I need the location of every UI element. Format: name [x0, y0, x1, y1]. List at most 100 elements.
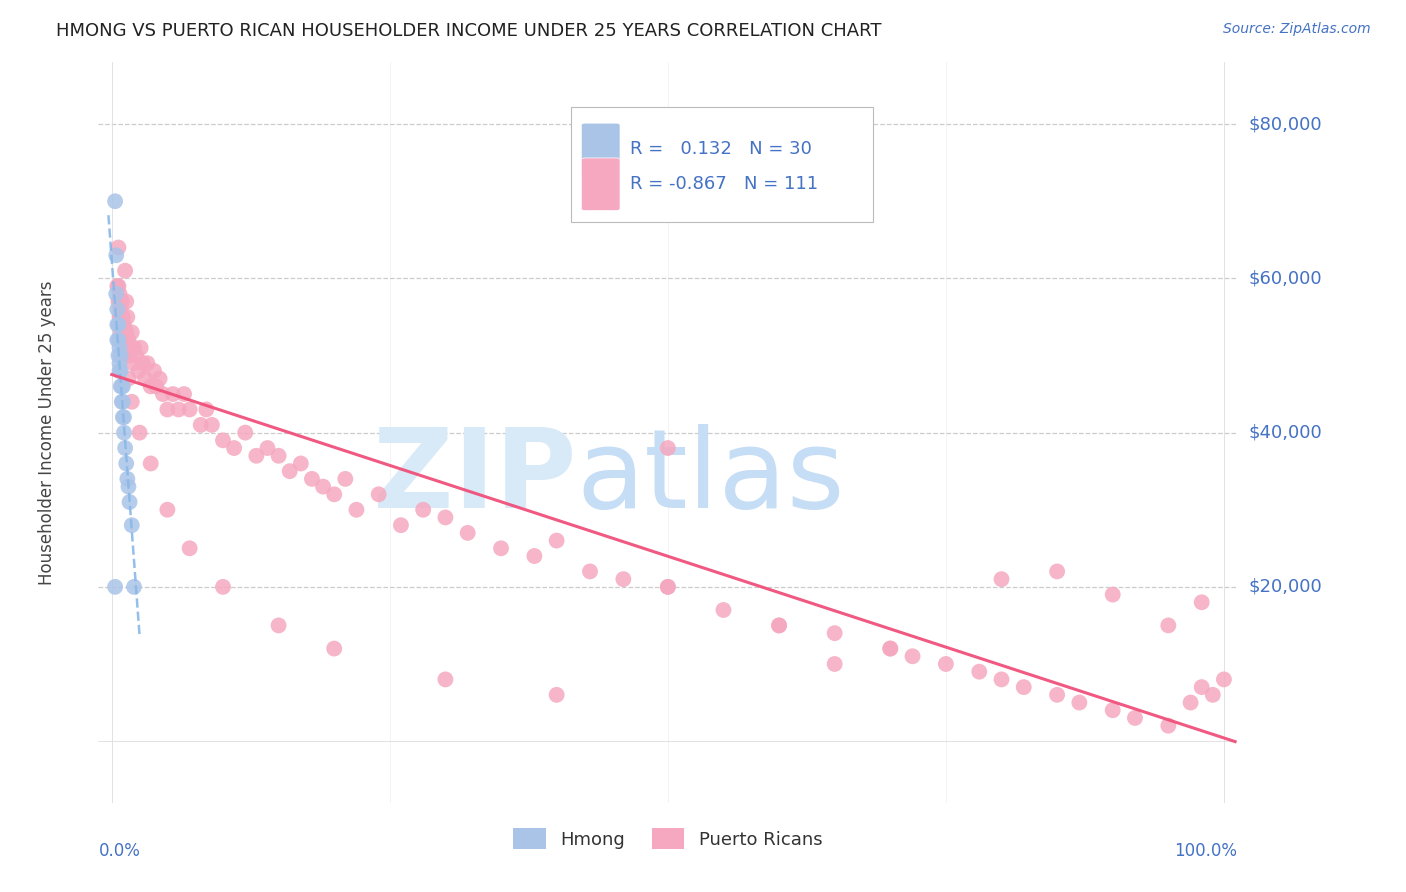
Point: [114, 263, 136, 277]
Point: [713, 603, 735, 617]
Point: [105, 248, 128, 262]
Point: [122, 356, 145, 370]
Point: [107, 349, 129, 363]
Point: [162, 387, 184, 401]
Text: HMONG VS PUERTO RICAN HOUSEHOLDER INCOME UNDER 25 YEARS CORRELATION CHART: HMONG VS PUERTO RICAN HOUSEHOLDER INCOME…: [56, 22, 882, 40]
Point: [107, 318, 129, 332]
Point: [267, 618, 290, 632]
Point: [245, 449, 267, 463]
Point: [657, 580, 679, 594]
Point: [108, 341, 131, 355]
Point: [110, 364, 132, 378]
Point: [122, 580, 145, 594]
Point: [434, 510, 457, 524]
Text: $60,000: $60,000: [1249, 269, 1322, 287]
Point: [152, 387, 174, 401]
Point: [233, 425, 256, 440]
Point: [121, 326, 143, 340]
Point: [108, 310, 131, 324]
Point: [523, 549, 546, 563]
Point: [768, 618, 790, 632]
Point: [224, 441, 246, 455]
Point: [149, 371, 172, 385]
Point: [256, 441, 278, 455]
Point: [824, 626, 846, 640]
Point: [489, 541, 512, 556]
Point: [1157, 618, 1180, 632]
Point: [901, 649, 924, 664]
Point: [201, 417, 224, 432]
Point: [117, 472, 139, 486]
Point: [990, 673, 1012, 687]
Point: [132, 356, 155, 370]
Point: [111, 379, 134, 393]
Point: [117, 480, 139, 494]
Point: [112, 341, 135, 355]
Point: [1046, 565, 1069, 579]
Point: [1046, 688, 1069, 702]
FancyBboxPatch shape: [581, 158, 620, 211]
Point: [824, 657, 846, 671]
Point: [111, 318, 134, 332]
Point: [1101, 588, 1123, 602]
Point: [110, 310, 132, 324]
Text: $80,000: $80,000: [1249, 115, 1322, 133]
Point: [111, 394, 134, 409]
Point: [117, 333, 139, 347]
Point: [111, 318, 134, 332]
Text: ZIP: ZIP: [374, 424, 576, 531]
Point: [105, 286, 128, 301]
Point: [112, 410, 135, 425]
Point: [108, 294, 131, 309]
Point: [105, 318, 128, 332]
Point: [990, 572, 1012, 586]
Point: [546, 533, 568, 548]
Point: [323, 487, 346, 501]
Text: 100.0%: 100.0%: [1174, 842, 1237, 860]
Point: [117, 310, 139, 324]
Point: [121, 394, 143, 409]
Point: [434, 673, 457, 687]
Point: [111, 410, 134, 425]
Point: [120, 341, 142, 355]
Point: [312, 480, 335, 494]
Point: [114, 441, 136, 455]
Text: atlas: atlas: [576, 424, 845, 531]
Point: [122, 341, 145, 355]
Point: [612, 572, 634, 586]
Point: [110, 302, 132, 317]
Point: [1123, 711, 1146, 725]
Point: [139, 379, 162, 393]
Point: [104, 580, 127, 594]
Text: R = -0.867   N = 111: R = -0.867 N = 111: [630, 175, 818, 194]
Point: [412, 502, 434, 516]
Point: [346, 502, 368, 516]
Point: [879, 641, 901, 656]
Point: [657, 441, 679, 455]
Point: [1180, 696, 1202, 710]
Point: [112, 318, 135, 332]
Point: [111, 294, 134, 309]
Point: [167, 402, 190, 417]
Point: [108, 364, 131, 378]
Point: [579, 565, 602, 579]
Point: [110, 379, 132, 393]
Point: [301, 472, 323, 486]
Point: [323, 641, 346, 656]
Point: [115, 326, 138, 340]
Point: [173, 387, 195, 401]
FancyBboxPatch shape: [581, 123, 620, 176]
Point: [212, 434, 235, 448]
Point: [121, 518, 143, 533]
Point: [156, 402, 179, 417]
Point: [143, 364, 166, 378]
Point: [105, 302, 128, 317]
Point: [129, 341, 152, 355]
Text: Householder Income Under 25 years: Householder Income Under 25 years: [38, 280, 56, 585]
Point: [114, 349, 136, 363]
Text: Source: ZipAtlas.com: Source: ZipAtlas.com: [1223, 22, 1371, 37]
Legend: Hmong, Puerto Ricans: Hmong, Puerto Ricans: [513, 829, 823, 849]
Point: [935, 657, 957, 671]
Point: [115, 457, 138, 471]
Point: [125, 349, 148, 363]
